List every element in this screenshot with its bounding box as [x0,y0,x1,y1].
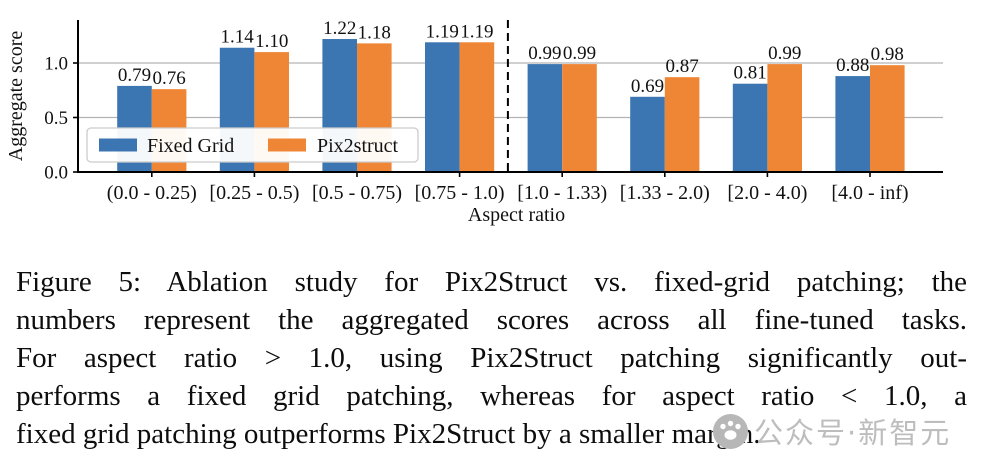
legend-swatch-pix2struct [268,138,306,152]
bar-value-label: 0.99 [768,43,801,64]
bar-value-label: 0.79 [118,65,151,86]
x-tick-label: [2.0 - 4.0) [727,182,807,204]
bar-value-label: 0.98 [871,44,904,65]
bar-value-label: 1.18 [358,22,391,43]
caption-line: fixed grid patching outperforms Pix2Stru… [16,418,761,450]
legend-label-pix2struct: Pix2struct [317,135,399,157]
y-tick-label: 1.0 [44,54,68,75]
bar-value-label: 1.19 [426,21,459,42]
bar-value-label: 0.69 [631,76,664,97]
x-axis-label: Aspect ratio [468,204,565,226]
bar-value-label: 1.10 [255,31,288,52]
bar-value-label: 0.99 [563,43,596,64]
bar-value-label: 0.76 [152,68,185,89]
x-tick-label: [0.75 - 1.0) [415,182,505,204]
x-tick-label: [1.33 - 2.0) [620,182,710,204]
x-tick-label: [1.0 - 1.33) [517,182,607,204]
legend-label-fixed-grid: Fixed Grid [147,135,234,157]
bar-fixed-grid [732,83,768,172]
x-tick-label: [0.25 - 0.5) [209,182,299,204]
x-tick-label: [4.0 - inf) [831,182,908,204]
y-tick-label: 0.5 [44,108,68,129]
x-tick-label: (0.0 - 0.25) [107,182,197,204]
bar-fixed-grid [835,76,870,172]
bar-pix2struct [562,64,597,172]
bar-value-label: 1.22 [323,18,356,39]
caption-line: numbers represent the aggregated scores … [16,304,967,336]
caption-line: For aspect ratio > 1.0, using Pix2Struct… [16,342,967,374]
caption-line: Figure 5: Ablation study for Pix2Struct … [16,266,967,298]
figure-caption: Figure 5: Ablation study for Pix2Struct … [16,263,967,453]
bar-value-label: 0.99 [528,43,561,64]
x-tick-label: [0.5 - 0.75) [312,182,402,204]
legend-swatch-fixed-grid [99,138,137,152]
bar-value-label: 0.87 [665,56,698,77]
bar-value-label: 0.81 [733,63,766,84]
bar-pix2struct [664,77,700,172]
bar-value-label: 1.19 [460,21,493,42]
bar-value-label: 1.14 [220,27,254,48]
bar-fixed-grid [527,64,563,172]
caption-line: performs a fixed grid patching, whereas … [16,380,967,412]
bar-fixed-grid [630,96,665,172]
bar-chart: 0.79 0.76 (0.0 - 0.25) 1.14 1.10 [0.25 - 0.5)… [5,18,943,226]
y-tick-label: 0.0 [44,163,68,184]
bar-fixed-grid [425,42,460,172]
legend-box [86,127,419,163]
bar-pix2struct [767,64,802,172]
bar-value-label: 0.88 [836,55,869,76]
y-axis-label: Aggregate score [5,31,27,162]
bar-pix2struct [870,65,905,172]
bar-pix2struct [459,42,495,172]
